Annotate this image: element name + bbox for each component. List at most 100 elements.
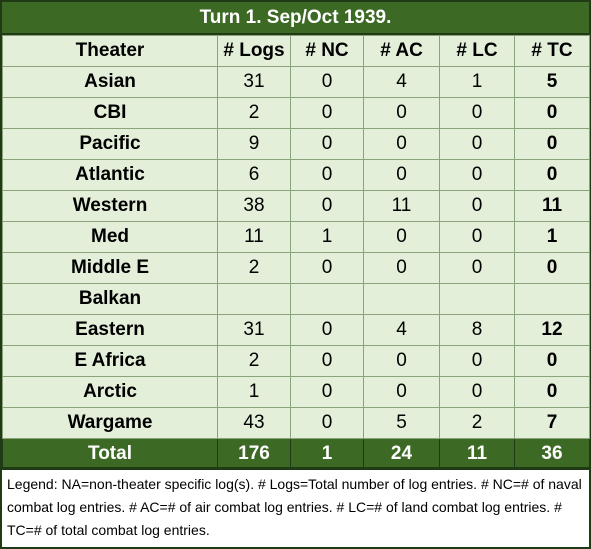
tc-cell: 11 [514,190,590,222]
table-row: Med 11 1 0 0 1 [2,221,590,253]
ac-cell: 0 [363,97,440,129]
table-row: Western 38 0 11 0 11 [2,190,590,222]
tc-cell: 1 [514,221,590,253]
logs-cell: 9 [217,128,291,160]
ac-cell: 11 [363,190,440,222]
logs-cell: 38 [217,190,291,222]
theater-cell: Western [2,190,218,222]
theater-cell: Wargame [2,407,218,439]
nc-cell: 0 [290,66,364,98]
nc-cell: 0 [290,128,364,160]
lc-cell: 0 [439,252,515,284]
lc-cell: 0 [439,190,515,222]
tc-cell: 12 [514,314,590,346]
theater-cell: Middle E [2,252,218,284]
lc-cell: 0 [439,159,515,191]
lc-cell: 0 [439,221,515,253]
total-logs: 176 [217,438,291,470]
lc-cell: 8 [439,314,515,346]
table-row: Arctic 1 0 0 0 0 [2,376,590,408]
nc-cell: 0 [290,376,364,408]
ac-cell: 4 [363,66,440,98]
total-label: Total [2,438,218,470]
ac-cell: 0 [363,221,440,253]
ac-cell: 5 [363,407,440,439]
logs-cell: 1 [217,376,291,408]
nc-cell: 1 [290,221,364,253]
ac-cell: 4 [363,314,440,346]
header-ac: # AC [363,35,440,67]
lc-cell: 1 [439,66,515,98]
tc-cell: 0 [514,376,590,408]
logs-cell: 43 [217,407,291,439]
nc-cell: 0 [290,252,364,284]
tc-cell: 0 [514,159,590,191]
table-row: Wargame 43 0 5 2 7 [2,407,590,439]
tc-cell: 0 [514,97,590,129]
header-lc: # LC [439,35,515,67]
ac-cell: 0 [363,159,440,191]
theater-cell: Med [2,221,218,253]
table-row: Asian 31 0 4 1 5 [2,66,590,98]
theater-cell: Balkan [2,283,218,315]
theater-cell: Atlantic [2,159,218,191]
tc-cell: 7 [514,407,590,439]
tc-cell: 0 [514,345,590,377]
ac-cell [363,283,440,315]
logs-cell: 2 [217,252,291,284]
lc-cell [439,283,515,315]
header-tc: # TC [514,35,590,67]
table-row: Atlantic 6 0 0 0 0 [2,159,590,191]
logs-cell: 2 [217,97,291,129]
header-nc: # NC [290,35,364,67]
logs-cell: 31 [217,314,291,346]
total-lc: 11 [439,438,515,470]
total-tc: 36 [514,438,590,470]
theater-cell: Eastern [2,314,218,346]
nc-cell: 0 [290,159,364,191]
table-row: E Africa 2 0 0 0 0 [2,345,590,377]
theater-log-table: Theater # Logs # NC # AC # LC # TC Asian… [2,35,590,470]
ac-cell: 0 [363,252,440,284]
nc-cell: 0 [290,190,364,222]
lc-cell: 0 [439,376,515,408]
table-row: Balkan [2,283,590,315]
lc-cell: 2 [439,407,515,439]
theater-cell: Arctic [2,376,218,408]
legend-text: Legend: NA=non-theater specific log(s). … [2,467,589,547]
theater-cell: E Africa [2,345,218,377]
table-title: Turn 1. Sep/Oct 1939. [2,2,589,35]
theater-cell: Pacific [2,128,218,160]
header-theater: Theater [2,35,218,67]
nc-cell: 0 [290,345,364,377]
ac-cell: 0 [363,345,440,377]
tc-cell: 0 [514,128,590,160]
header-row: Theater # Logs # NC # AC # LC # TC [2,35,590,67]
tc-cell: 5 [514,66,590,98]
tc-cell [514,283,590,315]
lc-cell: 0 [439,97,515,129]
total-row: Total 176 1 24 11 36 [2,438,590,470]
nc-cell [290,283,364,315]
logs-cell: 2 [217,345,291,377]
logs-cell: 6 [217,159,291,191]
logs-cell [217,283,291,315]
lc-cell: 0 [439,128,515,160]
ac-cell: 0 [363,128,440,160]
table-row: Eastern 31 0 4 8 12 [2,314,590,346]
ac-cell: 0 [363,376,440,408]
nc-cell: 0 [290,314,364,346]
lc-cell: 0 [439,345,515,377]
theater-cell: CBI [2,97,218,129]
nc-cell: 0 [290,97,364,129]
logs-cell: 31 [217,66,291,98]
header-logs: # Logs [217,35,291,67]
nc-cell: 0 [290,407,364,439]
total-nc: 1 [290,438,364,470]
tc-cell: 0 [514,252,590,284]
theater-cell: Asian [2,66,218,98]
table-row: CBI 2 0 0 0 0 [2,97,590,129]
table-row: Pacific 9 0 0 0 0 [2,128,590,160]
